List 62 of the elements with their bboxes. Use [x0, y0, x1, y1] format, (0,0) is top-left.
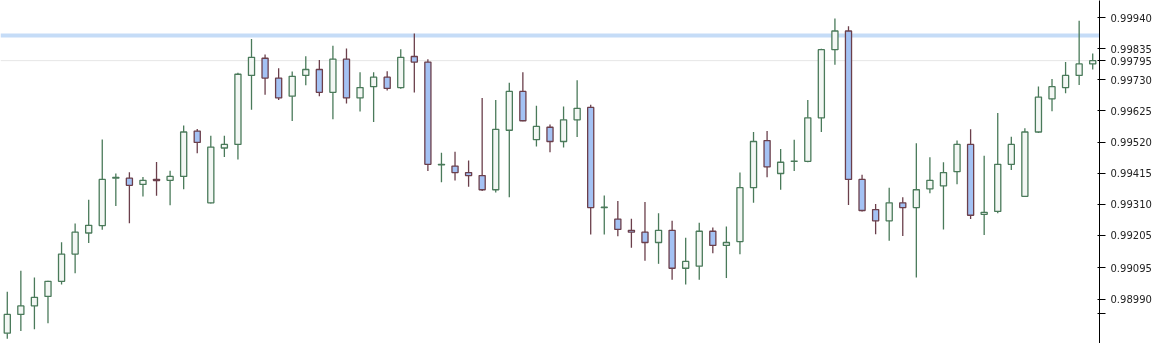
candlestick	[641, 201, 649, 262]
candlestick	[709, 226, 717, 254]
candlestick	[614, 200, 622, 237]
candlestick	[681, 237, 690, 286]
candlestick	[288, 70, 296, 122]
candlestick	[926, 156, 934, 194]
candlestick	[274, 67, 283, 101]
candlestick	[1048, 78, 1056, 112]
candlestick	[315, 59, 324, 97]
candlestick	[451, 151, 459, 182]
candlestick	[220, 135, 229, 158]
candlestick	[356, 71, 364, 113]
candlestick	[790, 139, 798, 172]
candlestick	[166, 170, 174, 206]
y-tick-label: 0.99520	[1110, 137, 1152, 149]
candlestick	[546, 123, 554, 153]
candlestick	[654, 212, 663, 265]
ref-line-label: 0.99795	[1110, 55, 1152, 67]
candlestick	[261, 53, 269, 96]
y-tick-label: 0.98990	[1110, 294, 1152, 306]
candlestick	[84, 199, 93, 244]
candlestick	[532, 105, 541, 148]
candlestick	[125, 171, 134, 224]
candlestick	[30, 276, 39, 330]
candlestick	[776, 148, 785, 191]
candlestick	[1075, 19, 1083, 86]
y-tick-label: 0.99730	[1110, 74, 1152, 86]
candlestick	[831, 17, 839, 66]
candlestick	[899, 196, 907, 237]
candlestick	[980, 155, 988, 236]
candlestick	[464, 159, 473, 188]
y-tick-label: 0.99415	[1110, 168, 1152, 180]
candlestick	[3, 291, 11, 340]
candlestick	[478, 97, 486, 192]
candlestick	[627, 218, 636, 249]
candlestick	[17, 269, 25, 332]
y-tick-label: 0.99940	[1110, 12, 1152, 24]
candlestick	[193, 128, 201, 154]
candlestick	[1007, 136, 1016, 171]
candlestick	[247, 38, 256, 111]
candlestick	[885, 187, 893, 242]
y-tick-label: 0.99205	[1110, 230, 1152, 242]
candlestick	[559, 105, 568, 149]
candlestick	[369, 71, 378, 123]
candlestick	[573, 79, 581, 138]
y-tick-label: 0.99095	[1110, 262, 1152, 274]
candlestick	[139, 176, 147, 198]
y-tick-label: 0.99310	[1110, 199, 1152, 211]
candlestick	[71, 222, 79, 274]
candlestick	[112, 172, 120, 207]
candlestick	[302, 55, 310, 86]
candlestick	[722, 225, 731, 279]
candlestick	[437, 152, 446, 184]
candlestick	[44, 280, 52, 325]
candlestick	[383, 70, 391, 92]
candlestick	[1061, 61, 1070, 94]
candlestick	[410, 32, 419, 94]
candlestick	[939, 161, 948, 231]
candlestick	[912, 142, 921, 279]
y-tick-label: 0.99835	[1110, 43, 1152, 55]
candlestick	[871, 203, 880, 235]
y-tick-label: 0.99625	[1110, 105, 1152, 117]
